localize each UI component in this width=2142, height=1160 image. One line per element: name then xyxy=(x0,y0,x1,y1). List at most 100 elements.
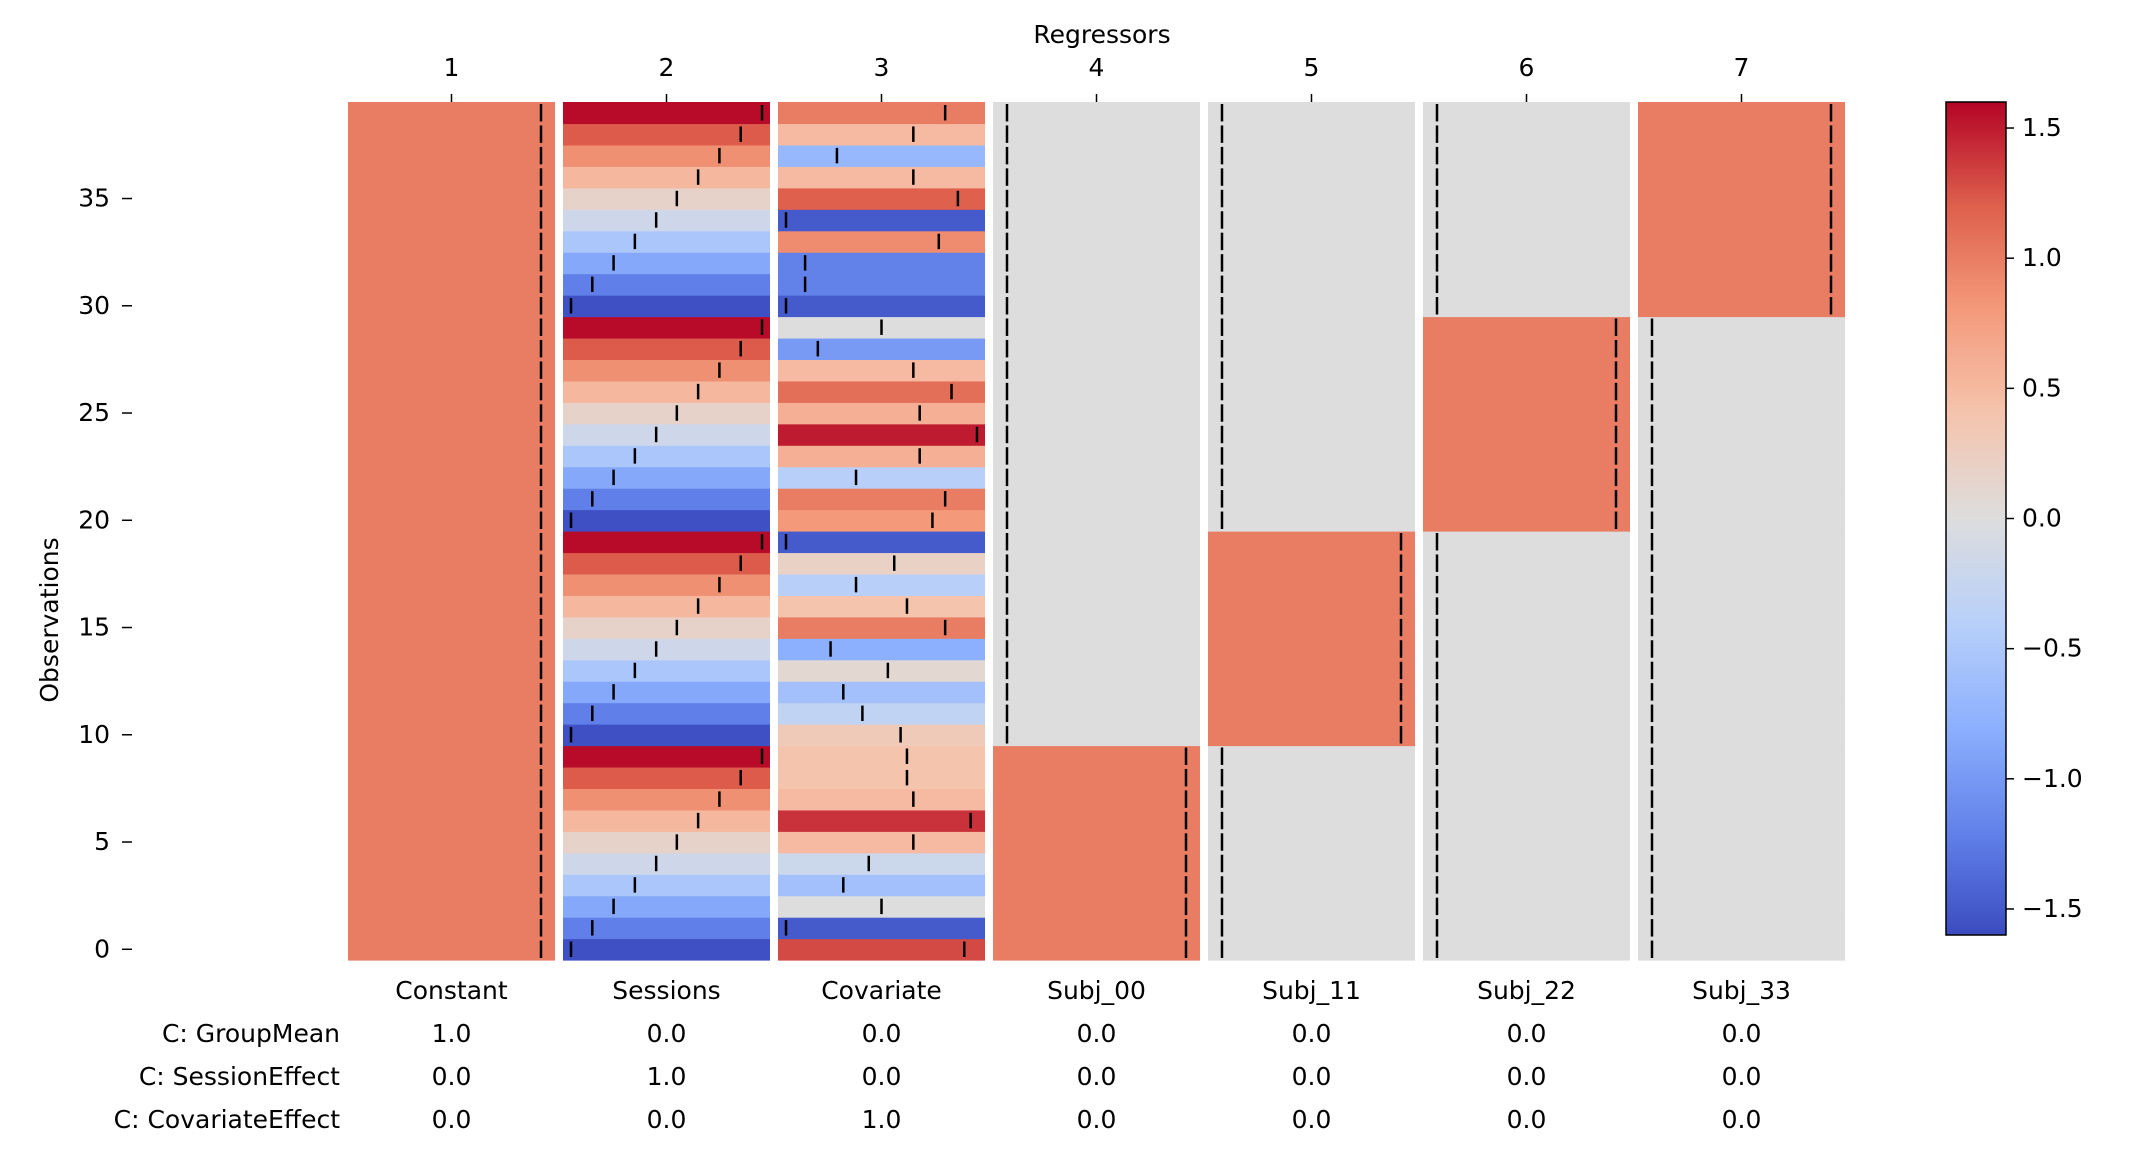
heatmap-cell xyxy=(778,938,985,961)
heatmap-cell xyxy=(348,895,555,918)
heatmap-cell xyxy=(1423,681,1630,704)
y-tick-label: 10 xyxy=(78,720,110,749)
regressor-number-label: 5 xyxy=(1304,53,1320,82)
colorbar-tick-label: 1.0 xyxy=(2022,243,2062,272)
heatmap-cell xyxy=(993,166,1200,189)
heatmap-cell xyxy=(1423,895,1630,918)
heatmap-cell xyxy=(1208,316,1415,339)
contrast-weight: 0.0 xyxy=(1722,1019,1762,1048)
heatmap-cell xyxy=(778,209,985,232)
heatmap-cell xyxy=(563,316,770,339)
heatmap-cell xyxy=(1208,273,1415,296)
heatmap-cell xyxy=(348,273,555,296)
y-tick-label: 25 xyxy=(78,398,110,427)
heatmap-cell xyxy=(348,445,555,468)
heatmap-cell xyxy=(778,187,985,210)
heatmap-cell xyxy=(563,573,770,596)
heatmap-cell xyxy=(993,531,1200,554)
heatmap-cell xyxy=(348,874,555,897)
heatmap-cell xyxy=(993,788,1200,811)
heatmap-cell xyxy=(348,466,555,489)
heatmap-cell xyxy=(778,638,985,661)
contrast-label: C: SessionEffect xyxy=(139,1062,340,1091)
heatmap-cell xyxy=(778,788,985,811)
heatmap-cell xyxy=(1423,745,1630,768)
colorbar-tick-label: −0.5 xyxy=(2022,634,2083,663)
regressor-number-label: 6 xyxy=(1519,53,1535,82)
contrast-weight: 0.0 xyxy=(1507,1062,1547,1091)
heatmap-cell xyxy=(1423,595,1630,618)
heatmap-cell xyxy=(348,144,555,167)
heatmap-cell xyxy=(778,809,985,832)
heatmap-cell xyxy=(993,509,1200,532)
heatmap-cell xyxy=(778,466,985,489)
heatmap-cell xyxy=(993,252,1200,275)
heatmap-cell xyxy=(563,380,770,403)
heatmap-cell xyxy=(1208,895,1415,918)
y-tick-label: 20 xyxy=(78,505,110,534)
contrast-weight: 1.0 xyxy=(862,1105,902,1134)
heatmap-cell xyxy=(348,187,555,210)
heatmap-cell xyxy=(993,102,1200,125)
heatmap-cell xyxy=(348,766,555,789)
heatmap-cell xyxy=(1638,917,1845,940)
heatmap-cell xyxy=(778,681,985,704)
contrast-table: C: GroupMean 1.0 0.0 0.0 0.0 0.0 0.0 0.0 C: Sess… xyxy=(114,1019,1762,1134)
regressor-number-label: 1 xyxy=(444,53,460,82)
heatmap-cell xyxy=(1208,445,1415,468)
heatmap-cell xyxy=(1638,509,1845,532)
heatmap-cell xyxy=(563,552,770,575)
heatmap-cell xyxy=(1208,466,1415,489)
heatmap-cell xyxy=(778,766,985,789)
heatmap-cell xyxy=(1423,295,1630,318)
heatmap-cell xyxy=(348,402,555,425)
heatmap-cell xyxy=(348,809,555,832)
contrast-weight: 0.0 xyxy=(1722,1105,1762,1134)
contrast-weight: 0.0 xyxy=(1077,1062,1117,1091)
heatmap-cell xyxy=(1423,337,1630,360)
heatmap-cell xyxy=(348,209,555,232)
heatmap-cell xyxy=(1423,466,1630,489)
heatmap-cell xyxy=(993,187,1200,210)
heatmap-cell xyxy=(778,745,985,768)
regressor-name-label: Covariate xyxy=(821,976,942,1005)
heatmap-cell xyxy=(993,423,1200,446)
heatmap-cell xyxy=(778,423,985,446)
heatmap-cell xyxy=(1208,230,1415,253)
heatmap-cell xyxy=(993,681,1200,704)
heatmap-cell xyxy=(1208,380,1415,403)
heatmap-cell xyxy=(1208,573,1415,596)
heatmap-cell xyxy=(563,252,770,275)
heatmap-cell xyxy=(993,852,1200,875)
heatmap-cell xyxy=(993,123,1200,146)
heatmap-cell xyxy=(1638,230,1845,253)
heatmap-cell xyxy=(348,423,555,446)
heatmap-cell xyxy=(993,895,1200,918)
heatmap-cell xyxy=(1423,445,1630,468)
heatmap-cell xyxy=(993,809,1200,832)
heatmap-cell xyxy=(1638,445,1845,468)
heatmap-cell xyxy=(563,488,770,511)
heatmap-cell xyxy=(563,917,770,940)
heatmap-cell xyxy=(1423,659,1630,682)
heatmap-cell xyxy=(1638,488,1845,511)
heatmap-cell xyxy=(563,359,770,382)
heatmap-cell xyxy=(1423,102,1630,125)
heatmap-cell xyxy=(993,359,1200,382)
heatmap-cell xyxy=(778,724,985,747)
heatmap-cell xyxy=(1423,831,1630,854)
heatmap-cell xyxy=(993,316,1200,339)
contrast-weight: 0.0 xyxy=(862,1062,902,1091)
heatmap-cell xyxy=(348,337,555,360)
heatmap-cell xyxy=(1638,423,1845,446)
heatmap-cell xyxy=(1423,187,1630,210)
contrast-weight: 0.0 xyxy=(1077,1105,1117,1134)
contrast-weight: 0.0 xyxy=(1292,1062,1332,1091)
heatmap-cell xyxy=(1208,874,1415,897)
heatmap-cell xyxy=(1423,852,1630,875)
heatmap-cell xyxy=(1208,831,1415,854)
heatmap-cell xyxy=(1638,380,1845,403)
regressor-number-label: 4 xyxy=(1089,53,1105,82)
heatmap-cell xyxy=(563,337,770,360)
